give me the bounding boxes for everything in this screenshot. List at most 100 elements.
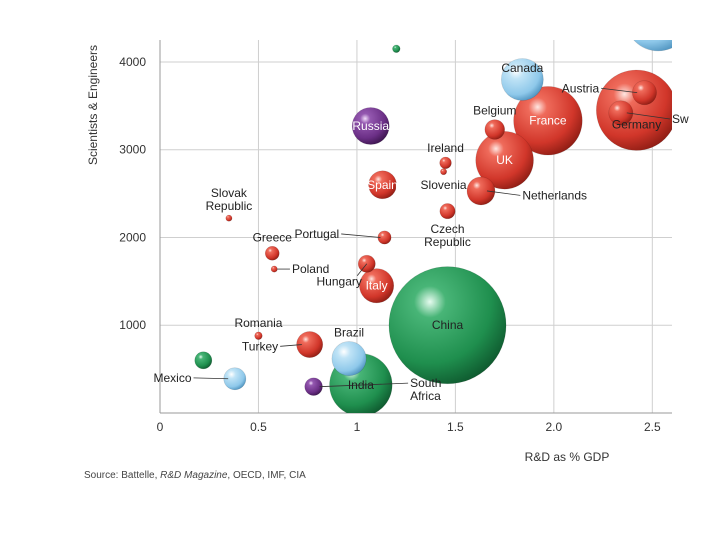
y-axis-label: Scientists & Engineers xyxy=(86,45,100,165)
label-hungary: Hungary xyxy=(317,275,362,289)
bubble-sw-top-cut-off xyxy=(633,40,672,52)
label-line: Sw xyxy=(672,112,689,126)
leader-netherlands xyxy=(486,190,521,196)
label-mexico: Mexico xyxy=(153,371,191,385)
x-tick-label: 2.0 xyxy=(546,420,563,434)
source-suffix: , OECD, IMF, CIA xyxy=(227,470,306,481)
label-poland: Poland xyxy=(292,262,329,276)
label-turkey: Turkey xyxy=(242,339,278,353)
bubble-turkey xyxy=(296,331,324,358)
bubble-canada xyxy=(501,58,544,101)
label-greece: Greece xyxy=(253,230,293,244)
label-line: Hungary xyxy=(317,275,362,289)
label-slovenia: Slovenia xyxy=(421,178,467,192)
label-line: Africa xyxy=(410,389,441,403)
label-italy: Italy xyxy=(366,279,388,293)
leader-mexico xyxy=(193,377,229,380)
label-line: Brazil xyxy=(334,325,364,339)
bubble-brazil xyxy=(331,341,367,377)
axes: 0 0.5 1 1.5 2.0 2.5 1000 2000 3000 4000 xyxy=(119,40,672,434)
leader-south-africa xyxy=(319,382,409,388)
label-line: India xyxy=(348,378,374,392)
bubble-top-small-cut-off xyxy=(392,44,401,53)
bubbles xyxy=(194,40,672,413)
source-note: Source: Battelle, R&D Magazine, OECD, IM… xyxy=(84,470,306,481)
label-line: Germany xyxy=(612,117,661,131)
x-axis-label: R&D as % GDP xyxy=(525,450,610,464)
label-line: Austria xyxy=(562,81,600,95)
label-canada: Canada xyxy=(501,61,543,75)
bubble-poland xyxy=(270,265,278,273)
bubble-italy xyxy=(359,268,395,304)
label-line: Czech xyxy=(430,222,464,236)
label-czech-republic: Czech Republic xyxy=(424,222,471,249)
label-india: India xyxy=(348,378,374,392)
bubble-belgium xyxy=(484,119,505,140)
label-line: Italy xyxy=(366,279,388,293)
label-uk: UK xyxy=(496,153,513,167)
leader-austria xyxy=(601,87,638,94)
label-line: Greece xyxy=(253,230,293,244)
leader-portugal xyxy=(341,233,381,238)
label-line: Belgium xyxy=(473,104,516,118)
label-line: Netherlands xyxy=(522,188,587,202)
bubble-czech-republic xyxy=(439,203,456,220)
label-russia: Russia xyxy=(352,119,389,133)
bubble-china xyxy=(388,266,507,385)
label-ireland: Ireland xyxy=(427,141,464,155)
label-slovak-republic: Slovak Republic xyxy=(206,186,253,213)
label-spain: Spain xyxy=(367,178,398,192)
label-brazil: Brazil xyxy=(334,325,364,339)
label-germany: Germany xyxy=(612,117,661,131)
label-romania: Romania xyxy=(234,316,282,330)
label-china: China xyxy=(432,318,464,332)
label-line: Slovak xyxy=(211,186,248,200)
y-tick-label: 3000 xyxy=(119,143,146,157)
bubble-russia xyxy=(351,107,390,145)
label-line: UK xyxy=(496,153,513,167)
label-line: Portugal xyxy=(294,227,339,241)
label-netherlands: Netherlands xyxy=(522,188,587,202)
bubble-slovenia xyxy=(440,168,447,176)
leader-sw xyxy=(626,112,671,120)
label-line: Canada xyxy=(501,61,543,75)
label-line: France xyxy=(529,114,567,128)
label-line: Poland xyxy=(292,262,329,276)
bubble-ireland xyxy=(439,156,452,170)
bubble-netherlands xyxy=(466,176,496,206)
bubble-labels: Slovak RepublicGreecePolandPortugalHungar… xyxy=(153,61,689,403)
leader-lines xyxy=(193,87,671,388)
label-line: Republic xyxy=(424,235,471,249)
label-line: Mexico xyxy=(153,371,191,385)
bubble-austria xyxy=(632,80,657,106)
label-line: China xyxy=(432,318,464,332)
bubble-slovak-republic xyxy=(225,214,233,222)
label-austria: Austria xyxy=(562,81,600,95)
x-tick-label: 2.5 xyxy=(644,420,661,434)
leader-hungary xyxy=(356,263,368,276)
label-line: Slovenia xyxy=(421,178,467,192)
x-tick-label: 0 xyxy=(157,420,164,434)
x-tick-label: 0.5 xyxy=(250,420,267,434)
source-magazine: R&D Magazine xyxy=(160,470,228,481)
label-belgium: Belgium xyxy=(473,104,516,118)
label-line: Ireland xyxy=(427,141,464,155)
bubble-greece xyxy=(264,245,280,261)
label-line: Republic xyxy=(206,199,253,213)
bubble-mexico-2 xyxy=(194,351,213,370)
label-france: France xyxy=(529,114,567,128)
y-tick-label: 2000 xyxy=(119,230,146,244)
label-portugal: Portugal xyxy=(294,227,339,241)
bubble-romania xyxy=(254,331,263,340)
bubble-sw xyxy=(608,100,634,126)
bubble-uk xyxy=(475,131,534,190)
label-south-africa: South Africa xyxy=(410,376,441,403)
label-line: Romania xyxy=(234,316,282,330)
label-line: Spain xyxy=(367,178,398,192)
label-line: South xyxy=(410,376,441,390)
source-prefix: Source: Battelle, xyxy=(84,470,161,481)
bubble-germany xyxy=(596,69,672,151)
y-tick-label: 4000 xyxy=(119,55,146,69)
x-tick-label: 1.5 xyxy=(447,420,464,434)
